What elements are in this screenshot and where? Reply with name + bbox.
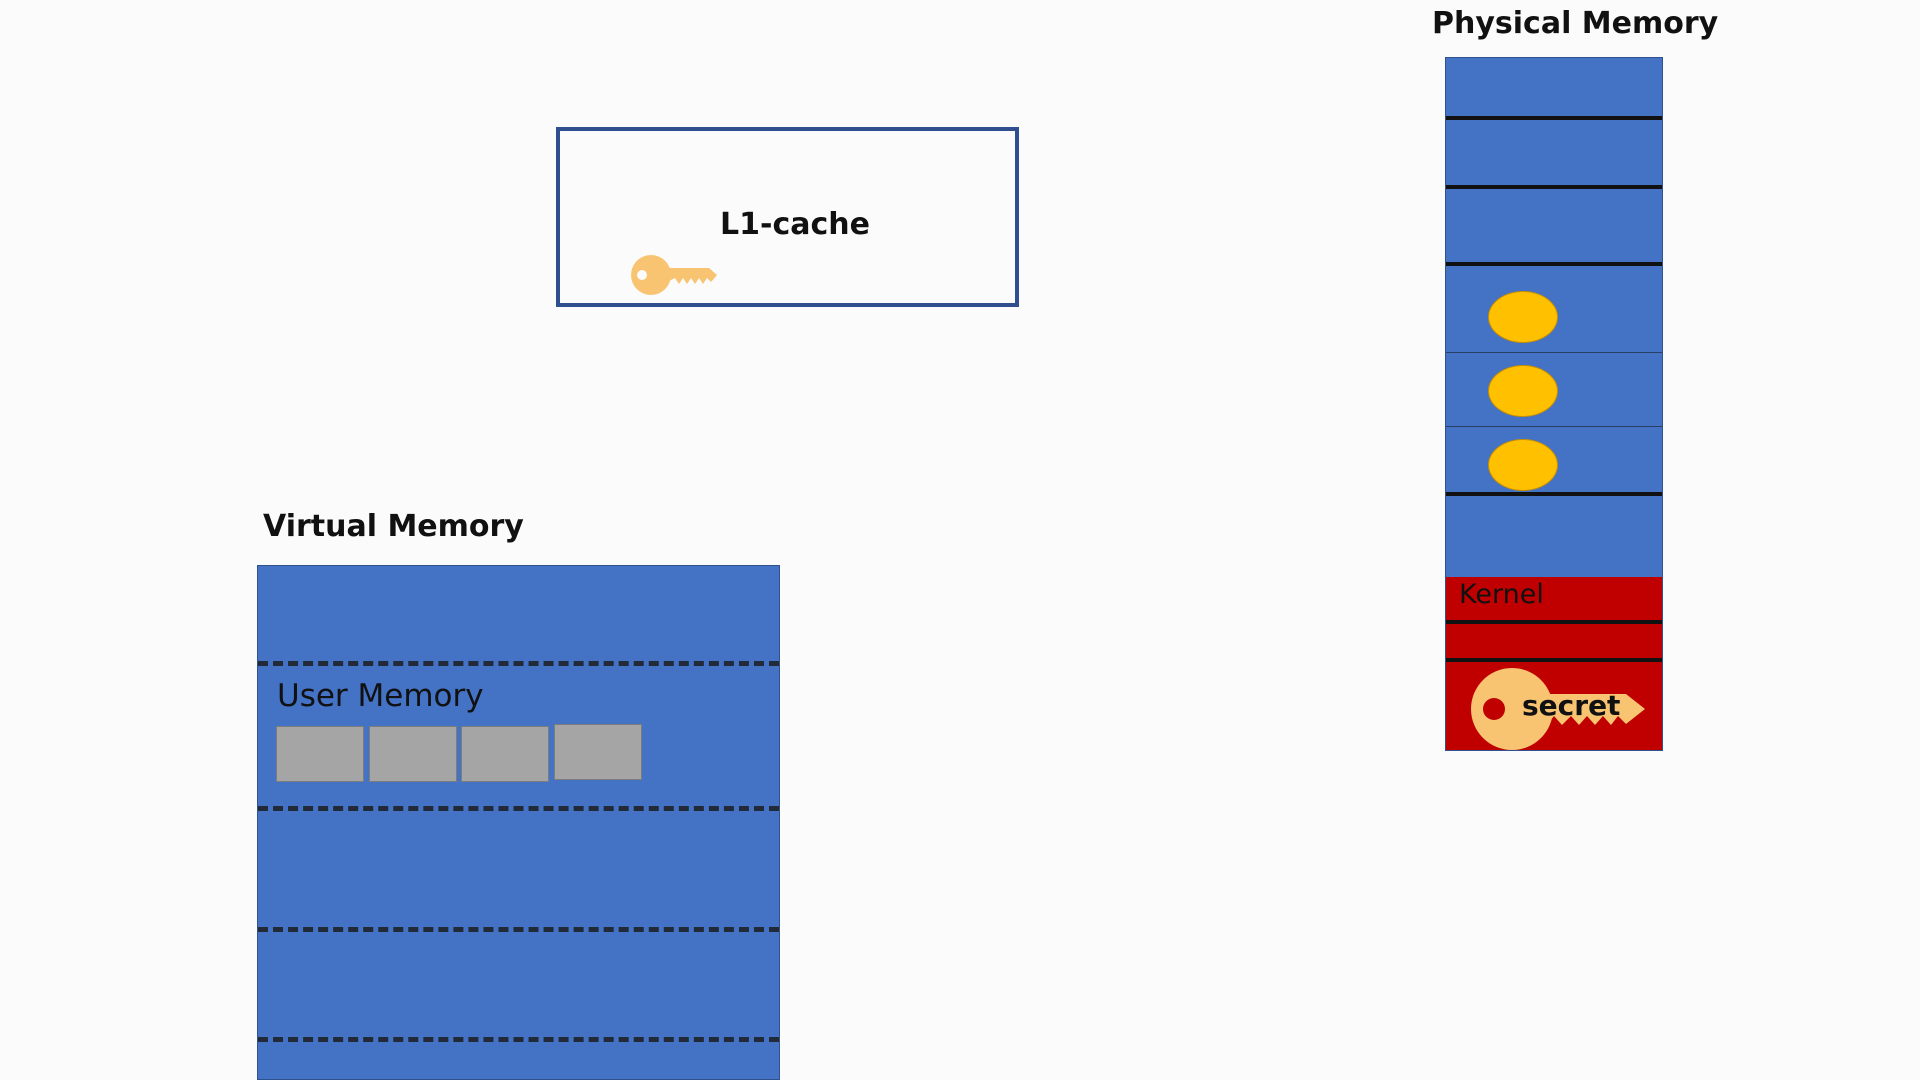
coin-icon: [1488, 365, 1558, 417]
memory-line: [1446, 658, 1662, 662]
memory-line: [1446, 426, 1662, 427]
user-memory-cell: [369, 726, 457, 782]
secret-label: secret: [1522, 689, 1621, 722]
memory-line: [1446, 262, 1662, 266]
memory-line: [1446, 352, 1662, 353]
memory-divider: [258, 927, 779, 932]
memory-divider: [258, 806, 779, 811]
coin-icon: [1488, 439, 1558, 491]
virtual-memory-title: Virtual Memory: [263, 509, 524, 544]
memory-line: [1446, 116, 1662, 120]
user-memory-cell: [554, 724, 642, 780]
memory-line: [1446, 620, 1662, 624]
l1-cache-label: L1-cache: [720, 207, 870, 242]
user-memory-label: User Memory: [277, 678, 484, 714]
user-memory-cell: [461, 726, 549, 782]
memory-divider: [258, 1037, 779, 1042]
memory-line: [1446, 492, 1662, 496]
coin-icon: [1488, 291, 1558, 343]
physical-memory-title: Physical Memory: [1432, 6, 1719, 41]
key-icon: [1471, 668, 1645, 750]
virtual-memory-block: User Memory: [257, 565, 780, 1080]
l1-cache-box: L1-cache: [556, 127, 1019, 307]
kernel-label: Kernel: [1459, 579, 1544, 610]
physical-memory-column: Kernel secret: [1445, 57, 1663, 751]
memory-divider: [258, 661, 779, 666]
key-icon: [631, 255, 717, 295]
user-memory-cell: [276, 726, 364, 782]
memory-line: [1446, 185, 1662, 189]
